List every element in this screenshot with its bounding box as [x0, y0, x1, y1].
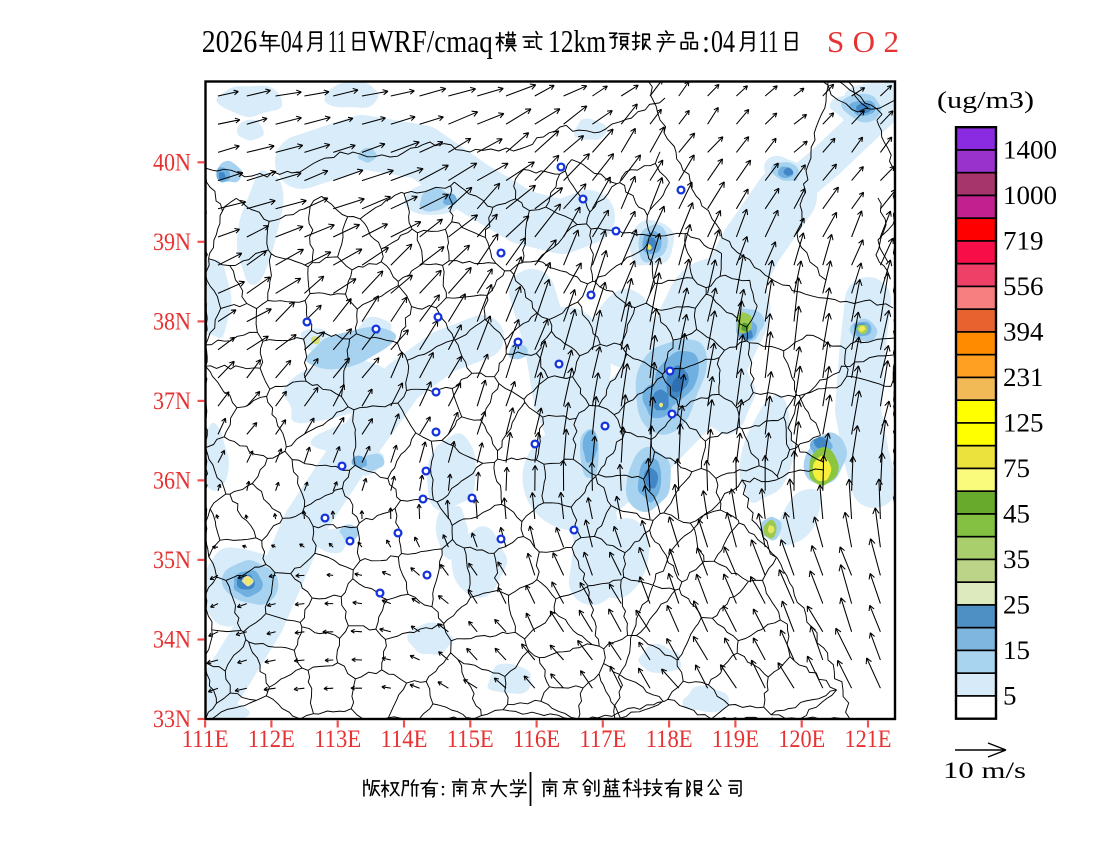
svg-text:SO2: SO2 — [827, 24, 899, 59]
svg-text:111E: 111E — [182, 726, 229, 753]
svg-text:121E: 121E — [845, 726, 892, 753]
svg-text:12km: 12km — [548, 23, 606, 59]
svg-text:35: 35 — [1003, 545, 1030, 574]
svg-text:1000: 1000 — [1003, 181, 1057, 210]
svg-text:2026: 2026 — [202, 23, 257, 59]
svg-text:11: 11 — [759, 23, 779, 59]
svg-text:40N: 40N — [153, 149, 191, 176]
svg-text:113E: 113E — [314, 726, 361, 753]
svg-text:5: 5 — [1003, 681, 1017, 710]
svg-text:15: 15 — [1003, 636, 1030, 665]
svg-text:11: 11 — [328, 23, 346, 59]
svg-text:112E: 112E — [248, 726, 295, 753]
svg-text:37N: 37N — [153, 388, 191, 415]
svg-text:04: 04 — [281, 23, 303, 59]
svg-text:125: 125 — [1003, 408, 1044, 437]
svg-text:34N: 34N — [153, 626, 191, 653]
svg-text:39N: 39N — [153, 229, 191, 256]
svg-text:45: 45 — [1003, 499, 1030, 528]
svg-text:75: 75 — [1003, 454, 1030, 483]
svg-text:231: 231 — [1003, 363, 1044, 392]
svg-text:25: 25 — [1003, 590, 1030, 619]
svg-text:33N: 33N — [153, 706, 191, 733]
svg-text:114E: 114E — [380, 726, 427, 753]
svg-text:04: 04 — [711, 23, 735, 59]
svg-text:(ug/m3): (ug/m3) — [937, 88, 1034, 114]
svg-text:556: 556 — [1003, 272, 1044, 301]
svg-text:118E: 118E — [646, 726, 693, 753]
svg-text:WRF/cmaq: WRF/cmaq — [368, 23, 492, 59]
svg-text:116E: 116E — [513, 726, 560, 753]
svg-text::: : — [702, 23, 710, 59]
svg-text:117E: 117E — [579, 726, 626, 753]
svg-text:719: 719 — [1003, 226, 1044, 255]
svg-text:115E: 115E — [447, 726, 494, 753]
svg-text:1400: 1400 — [1003, 135, 1057, 164]
svg-text:10 m/s: 10 m/s — [943, 758, 1026, 783]
svg-text:119E: 119E — [712, 726, 759, 753]
svg-text:35N: 35N — [153, 547, 191, 574]
svg-text::: : — [440, 779, 446, 801]
svg-text:120E: 120E — [778, 726, 825, 753]
svg-text:38N: 38N — [153, 308, 191, 335]
svg-text:394: 394 — [1003, 317, 1044, 346]
svg-text:36N: 36N — [153, 467, 191, 494]
